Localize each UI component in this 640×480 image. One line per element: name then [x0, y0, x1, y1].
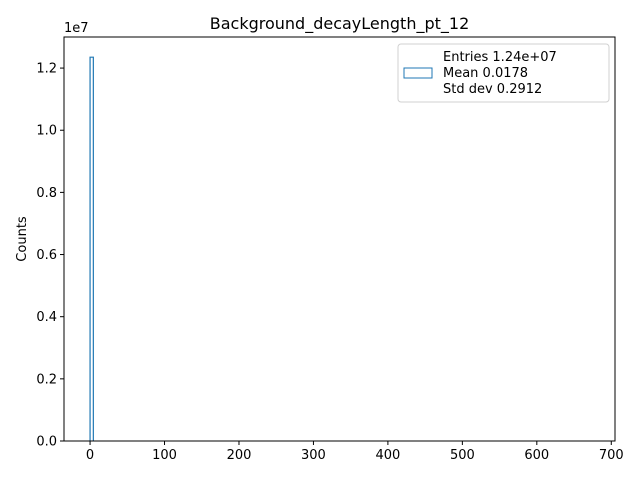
y-tick-label: 0.0 — [36, 435, 57, 450]
x-tick-label: 700 — [599, 448, 624, 463]
y-axis-multiplier: 1e7 — [64, 21, 89, 36]
x-tick-label: 300 — [301, 448, 326, 463]
histogram-bin — [89, 56, 94, 441]
legend-swatch — [403, 67, 433, 79]
x-tick-label: 100 — [152, 448, 177, 463]
y-tick-label: 0.4 — [36, 310, 57, 325]
legend-stddev-text: Std dev 0.2912 — [443, 82, 542, 97]
x-tick-label: 0 — [86, 448, 94, 463]
x-tick-label: 600 — [524, 448, 549, 463]
y-axis-title: Counts — [15, 216, 30, 262]
x-tick-label: 500 — [450, 448, 475, 463]
y-tick-label: 1.2 — [36, 62, 57, 77]
legend-entries-text: Entries 1.24e+07 — [443, 50, 557, 65]
plot-frame — [63, 36, 616, 442]
legend: Entries 1.24e+07 Mean 0.0178 Std dev 0.2… — [397, 43, 610, 103]
x-axis-ticks: 0 100 200 300 400 500 600 700 — [86, 441, 624, 463]
chart-title: Background_decayLength_pt_12 — [210, 14, 470, 34]
x-tick-label: 400 — [375, 448, 400, 463]
y-axis-ticks: 0.0 0.2 0.4 0.6 0.8 1.0 1.2 — [36, 62, 64, 450]
y-tick-label: 0.8 — [36, 186, 57, 201]
legend-box — [397, 43, 610, 103]
y-tick-label: 0.2 — [36, 372, 57, 387]
legend-mean-text: Mean 0.0178 — [443, 66, 528, 81]
y-tick-label: 1.0 — [36, 124, 57, 139]
histogram-bars — [89, 56, 94, 441]
y-tick-label: 0.6 — [36, 248, 57, 263]
x-tick-label: 200 — [227, 448, 252, 463]
